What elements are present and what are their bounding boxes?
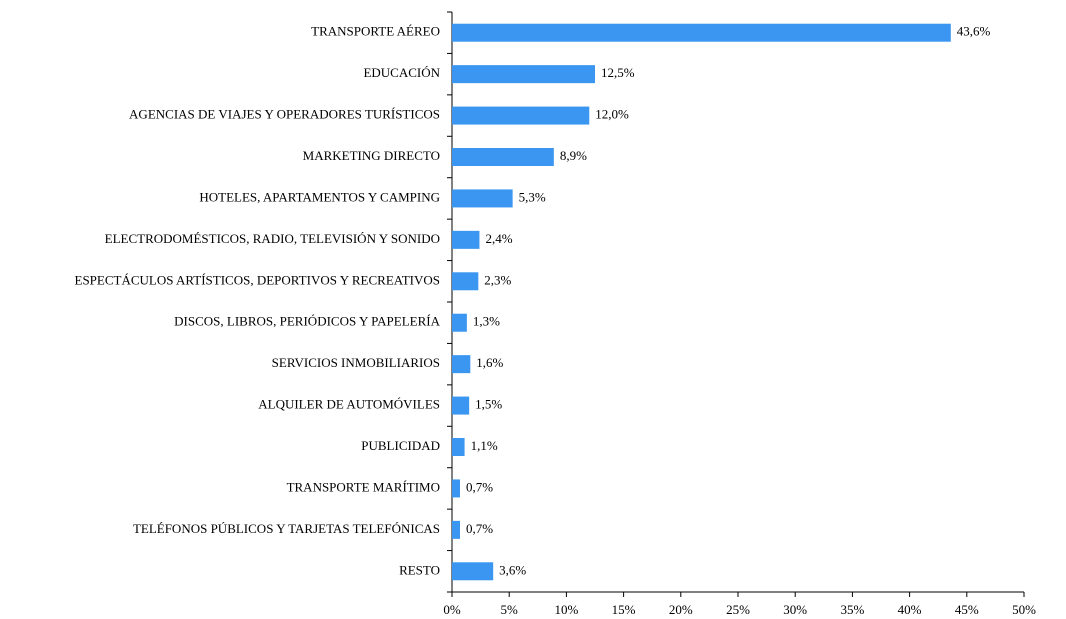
x-tick-label: 0% (443, 602, 461, 617)
bar (452, 65, 595, 84)
x-tick-label: 50% (1012, 602, 1036, 617)
value-label: 0,7% (466, 521, 493, 536)
bar (452, 272, 479, 291)
x-tick-label: 25% (726, 602, 750, 617)
bar (452, 562, 494, 581)
y-tick-label: TELÉFONOS PÚBLICOS Y TARJETAS TELEFÓNICA… (133, 521, 440, 536)
value-label: 12,5% (601, 65, 635, 80)
value-label: 2,3% (484, 272, 511, 287)
bar (452, 189, 513, 208)
value-label: 0,7% (466, 479, 493, 494)
x-tick-label: 15% (612, 602, 636, 617)
value-label: 43,6% (957, 24, 991, 39)
bar (452, 396, 470, 415)
y-tick-label: ELECTRODOMÉSTICOS, RADIO, TELEVISIÓN Y S… (105, 231, 440, 246)
value-label: 8,9% (560, 148, 587, 163)
y-tick-label: AGENCIAS DE VIAJES Y OPERADORES TURÍSTIC… (129, 107, 440, 122)
value-label: 1,6% (476, 355, 503, 370)
y-tick-label: MARKETING DIRECTO (303, 148, 440, 163)
value-label: 3,6% (499, 562, 526, 577)
y-tick-label: TRANSPORTE MARÍTIMO (287, 479, 440, 494)
bar (452, 106, 590, 125)
y-tick-label: ESPECTÁCULOS ARTÍSTICOS, DEPORTIVOS Y RE… (75, 272, 441, 287)
y-tick-label: SERVICIOS INMOBILIARIOS (272, 355, 440, 370)
bar (452, 438, 465, 456)
x-tick-label: 30% (783, 602, 807, 617)
x-tick-label: 45% (955, 602, 979, 617)
x-tick-label: 10% (554, 602, 578, 617)
bar (452, 313, 467, 332)
y-tick-label: DISCOS, LIBROS, PERIÓDICOS Y PAPELERÍA (174, 314, 440, 329)
y-tick-label: TRANSPORTE AÉREO (311, 24, 440, 39)
bar (452, 355, 471, 374)
bar (452, 148, 554, 166)
bar (452, 520, 461, 539)
value-label: 12,0% (595, 107, 629, 122)
value-label: 2,4% (485, 231, 512, 246)
y-tick-label: ALQUILER DE AUTOMÓVILES (258, 397, 440, 412)
bar (452, 479, 461, 498)
bar (452, 230, 480, 249)
value-label: 1,1% (471, 438, 498, 453)
y-tick-label: RESTO (399, 562, 440, 577)
x-tick-label: 40% (898, 602, 922, 617)
value-label: 5,3% (519, 189, 546, 204)
x-tick-label: 20% (669, 602, 693, 617)
y-tick-label: HOTELES, APARTAMENTOS Y CAMPING (199, 189, 440, 204)
x-tick-label: 5% (501, 602, 519, 617)
value-label: 1,5% (475, 397, 502, 412)
y-tick-label: EDUCACIÓN (363, 65, 440, 80)
y-tick-label: PUBLICIDAD (361, 438, 440, 453)
value-label: 1,3% (473, 314, 500, 329)
bar (452, 23, 951, 42)
x-tick-label: 35% (840, 602, 864, 617)
